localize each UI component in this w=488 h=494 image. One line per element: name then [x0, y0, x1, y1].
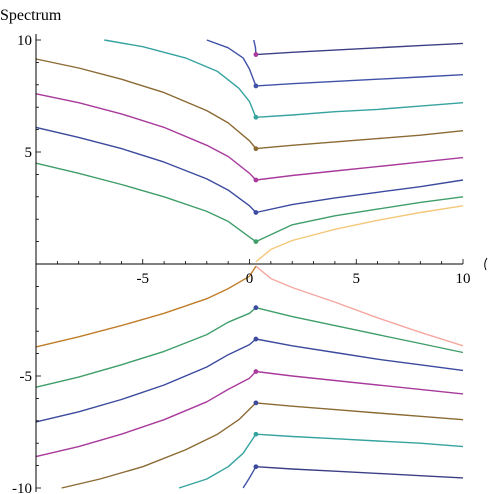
series-line-17 — [255, 42, 464, 56]
data-point-2 — [253, 210, 259, 215]
data-point-1 — [253, 239, 259, 245]
series-line-18 — [35, 307, 257, 388]
series-line-11 — [255, 130, 464, 150]
series-line-20 — [35, 338, 257, 423]
data-point-6 — [253, 83, 259, 89]
data-point-13 — [253, 464, 259, 470]
series-line-15 — [255, 74, 464, 87]
data-point-7 — [253, 52, 259, 57]
data-point-8 — [253, 305, 259, 311]
data-point-4 — [253, 146, 259, 152]
y-axis-title: Spectrum — [0, 7, 62, 24]
series-line-28 — [242, 466, 257, 489]
y-tick-label: -5 — [20, 369, 33, 385]
data-point-11 — [253, 400, 259, 406]
x-tick-label: 5 — [353, 271, 361, 287]
series-line-3 — [35, 265, 257, 348]
series-line-22 — [35, 371, 257, 458]
data-point-9 — [253, 336, 259, 342]
data-point-5 — [253, 114, 259, 120]
series-line-5 — [255, 196, 464, 243]
series-line-21 — [255, 338, 464, 372]
data-point-12 — [253, 431, 259, 437]
series-line-24 — [61, 402, 257, 489]
data-point-10 — [253, 369, 259, 374]
series-line-6 — [35, 126, 257, 213]
series-line-7 — [255, 179, 464, 214]
data-point-3 — [253, 177, 259, 183]
x-tick-label: 10 — [456, 271, 471, 287]
x-tick-label: 0 — [246, 271, 254, 287]
series-line-8 — [35, 93, 257, 181]
series-line-9 — [255, 156, 464, 181]
series-line-1 — [255, 205, 464, 263]
series-line-29 — [255, 466, 464, 479]
series-line-26 — [178, 433, 257, 489]
plot-area: -5 0 5 10 10 5 -5 -10 — [12, 33, 488, 494]
y-tick-label: 10 — [17, 33, 32, 49]
series-line-14 — [206, 39, 257, 87]
y-tick-label: 5 — [25, 145, 33, 161]
series-line-12 — [104, 39, 257, 118]
series-line-19 — [255, 307, 464, 354]
series-line-10 — [35, 58, 257, 150]
y-tick-label: -10 — [12, 481, 32, 494]
series-line-27 — [255, 433, 464, 448]
x-tick-label: -5 — [137, 271, 150, 287]
series-line-13 — [255, 102, 464, 118]
x-axis-arrow-mark — [484, 257, 488, 271]
series-line-23 — [255, 370, 464, 395]
series-line-4 — [35, 162, 257, 243]
series-line-2 — [255, 265, 464, 347]
series-line-25 — [255, 402, 464, 421]
